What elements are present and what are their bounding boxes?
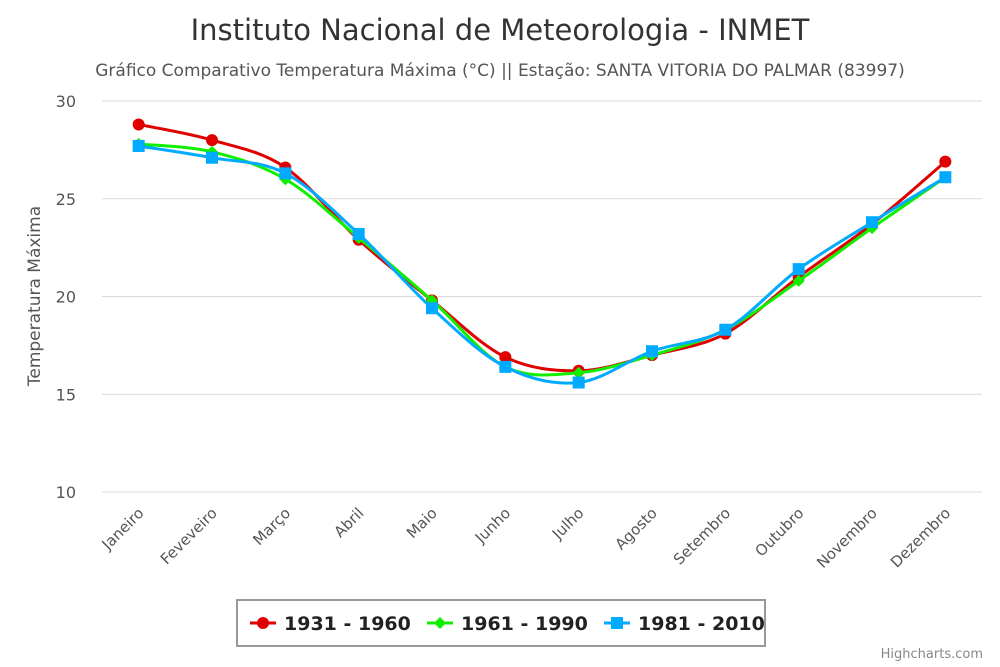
series-line[interactable] [137,122,947,373]
y-tick-label: 15 [56,385,76,404]
legend-marker[interactable] [434,617,446,629]
y-tick-label: 30 [56,92,76,111]
legend-item[interactable]: 1931 - 1960 [250,613,411,635]
data-point[interactable] [719,323,732,336]
data-point[interactable] [132,139,145,152]
legend-marker[interactable] [257,617,269,629]
x-tick-label: Julho [548,504,587,543]
credits-link[interactable]: Highcharts.com [881,647,983,662]
x-axis-ticks: Janeiro Feveveiro Março Abril Maio Junho Julho… [98,504,955,572]
x-tick-label: Novembro [813,504,881,572]
chart-title: Instituto Nacional de Meteorologia - INM… [191,13,810,47]
data-point[interactable] [279,167,292,180]
series-3 [132,139,952,389]
data-point[interactable] [866,216,878,229]
data-point[interactable] [352,227,365,240]
data-point[interactable] [206,134,218,147]
grid-lines [102,100,982,493]
data-point[interactable] [646,345,658,358]
x-tick-label: Feveveiro [157,504,221,568]
x-tick-label: Outubro [751,504,807,560]
x-tick-label: Dezembro [887,504,954,571]
data-point[interactable] [426,302,438,315]
series-layer [132,118,952,389]
chart-subtitle: Gráfico Comparativo Temperatura Máxima (… [95,61,905,81]
series-2 [132,138,952,379]
legend: 1931 - 1960 1961 - 1990 1981 - 2010 [236,599,766,647]
y-tick-label: 25 [56,190,76,209]
y-axis-label: Temperatura Máxima [25,206,45,387]
y-axis-ticks: 10 15 20 25 30 [56,92,76,502]
data-point[interactable] [792,263,805,276]
x-tick-label: Abril [331,504,368,541]
x-tick-label: Maio [403,504,441,542]
legend-marker[interactable] [611,617,623,629]
data-point[interactable] [499,351,512,364]
x-tick-label: Setembro [670,504,734,568]
legend-label: 1981 - 2010 [638,613,765,635]
data-point[interactable] [132,118,145,131]
legend-label: 1931 - 1960 [284,613,411,635]
x-tick-label: Março [249,504,294,549]
data-point[interactable] [939,171,952,184]
x-tick-label: Junho [471,504,514,547]
y-tick-label: 20 [56,288,76,307]
data-point[interactable] [939,155,952,168]
legend-box [236,599,766,647]
data-point[interactable] [499,360,512,373]
legend-label: 1961 - 1990 [461,613,588,635]
series-line[interactable] [137,144,947,385]
y-tick-label: 10 [56,483,76,502]
data-point[interactable] [572,366,585,379]
legend-item[interactable]: 1961 - 1990 [427,613,588,635]
data-point[interactable] [206,151,218,164]
x-tick-label: Janeiro [98,504,148,554]
data-point[interactable] [572,376,585,389]
data-point[interactable] [792,274,805,287]
legend-item[interactable]: 1981 - 2010 [604,613,765,635]
x-tick-label: Agosto [611,504,660,553]
